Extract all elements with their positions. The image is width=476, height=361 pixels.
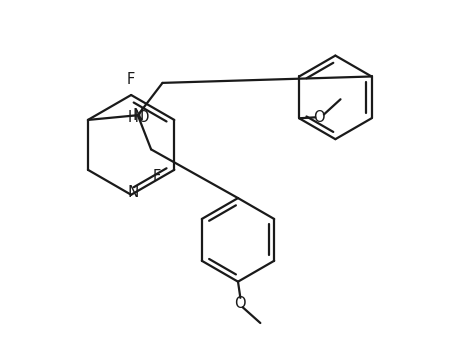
Text: O: O (235, 296, 246, 312)
Text: O: O (313, 110, 325, 125)
Text: N: N (128, 185, 139, 200)
Text: N: N (132, 108, 143, 123)
Text: HO: HO (128, 110, 150, 125)
Text: F: F (152, 169, 160, 184)
Text: F: F (127, 72, 135, 87)
